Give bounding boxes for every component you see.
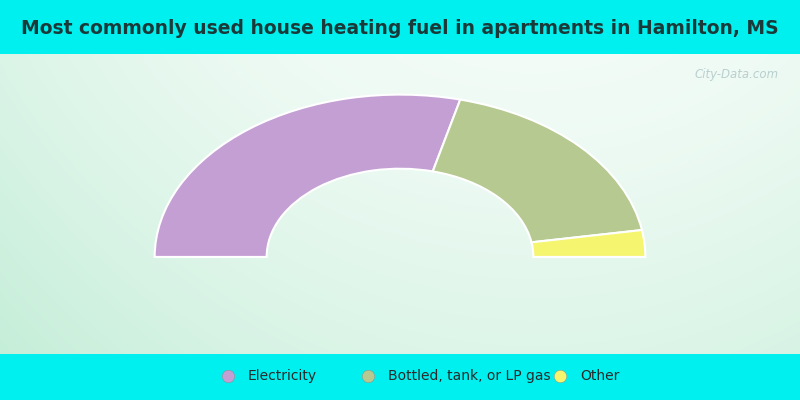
Text: Bottled, tank, or LP gas: Bottled, tank, or LP gas (388, 369, 550, 383)
Text: Electricity: Electricity (248, 369, 317, 383)
Text: Most commonly used house heating fuel in apartments in Hamilton, MS: Most commonly used house heating fuel in… (21, 18, 779, 38)
Wedge shape (531, 230, 646, 257)
Text: Other: Other (580, 369, 619, 383)
Wedge shape (433, 100, 642, 242)
Text: City-Data.com: City-Data.com (694, 68, 778, 81)
Wedge shape (154, 94, 460, 257)
